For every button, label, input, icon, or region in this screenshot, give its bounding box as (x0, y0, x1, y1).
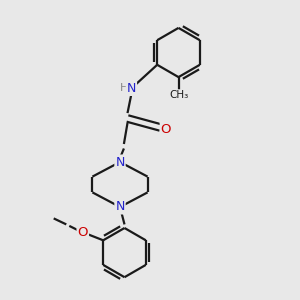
Text: N: N (127, 82, 136, 95)
Text: N: N (115, 200, 125, 214)
Text: O: O (161, 122, 171, 136)
Text: CH₃: CH₃ (170, 90, 189, 100)
Text: H: H (120, 82, 129, 93)
Text: N: N (115, 155, 125, 169)
Text: O: O (77, 226, 88, 239)
